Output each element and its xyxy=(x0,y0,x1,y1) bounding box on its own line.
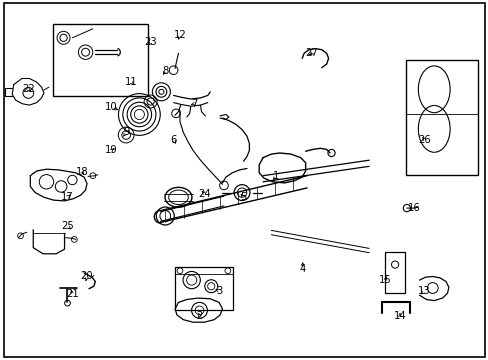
Text: 11: 11 xyxy=(124,77,137,87)
Text: 20: 20 xyxy=(81,271,93,282)
Text: 9: 9 xyxy=(122,127,129,138)
Bar xyxy=(405,60,477,175)
Text: 16: 16 xyxy=(407,203,420,213)
Text: 2: 2 xyxy=(196,311,203,321)
Text: 27: 27 xyxy=(305,48,318,58)
Text: 6: 6 xyxy=(170,135,177,145)
Text: 14: 14 xyxy=(393,311,406,321)
Text: 18: 18 xyxy=(76,167,88,177)
Text: 19: 19 xyxy=(105,145,118,156)
Text: 24: 24 xyxy=(198,189,210,199)
Bar xyxy=(53,24,148,96)
Text: 21: 21 xyxy=(66,289,79,300)
Text: 26: 26 xyxy=(417,135,430,145)
Text: 13: 13 xyxy=(417,286,430,296)
Text: 15: 15 xyxy=(378,275,391,285)
Text: 23: 23 xyxy=(144,37,157,48)
Text: 12: 12 xyxy=(173,30,186,40)
Text: 4: 4 xyxy=(299,264,305,274)
Text: 25: 25 xyxy=(61,221,74,231)
Text: 5: 5 xyxy=(240,192,246,202)
Text: 10: 10 xyxy=(105,102,118,112)
Text: 17: 17 xyxy=(61,192,74,202)
Text: 8: 8 xyxy=(162,66,168,76)
Bar xyxy=(385,252,404,293)
Text: 3: 3 xyxy=(216,286,222,296)
Text: 7: 7 xyxy=(191,99,198,109)
Text: 22: 22 xyxy=(22,84,35,94)
Text: 1: 1 xyxy=(272,171,279,181)
Bar xyxy=(175,267,232,310)
